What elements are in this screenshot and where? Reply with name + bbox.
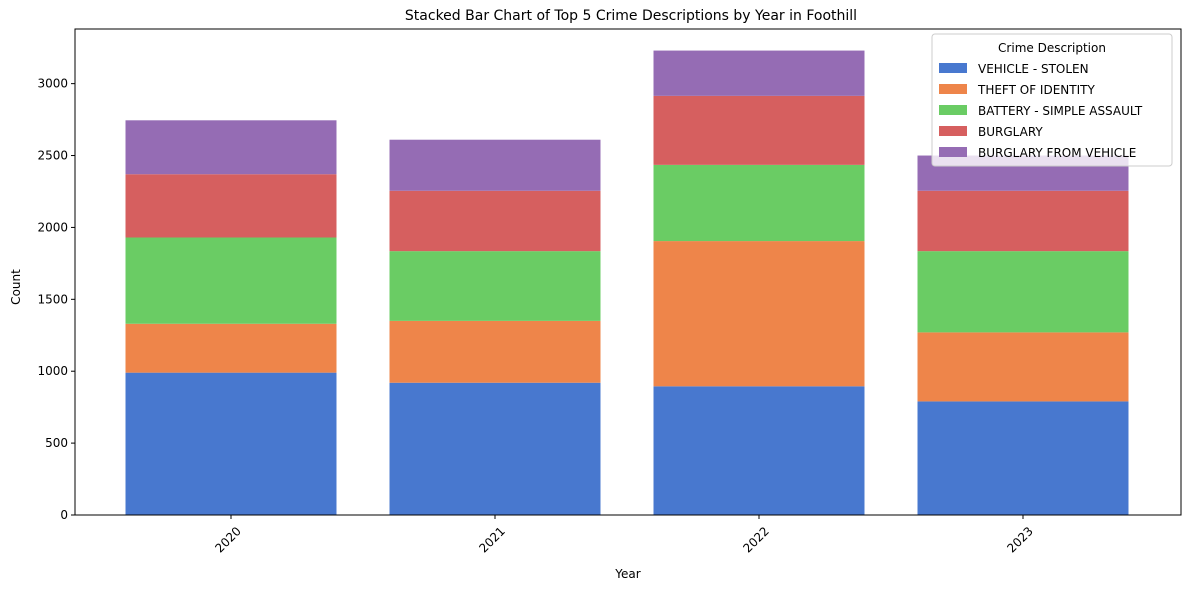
- y-tick-label: 2000: [37, 220, 68, 234]
- bar-2022-series-1: [653, 241, 865, 387]
- legend-frame: [931, 33, 1173, 167]
- legend-swatch: [939, 147, 967, 157]
- bar-2023-series-2: [917, 251, 1129, 333]
- y-tick-label: 1500: [37, 292, 68, 306]
- bar-2023-series-3: [917, 190, 1129, 252]
- legend-entry-label: BURGLARY FROM VEHICLE: [978, 146, 1136, 160]
- bar-2020-series-0: [125, 372, 337, 515]
- y-tick-label: 500: [45, 436, 68, 450]
- bar-2022-series-3: [653, 95, 865, 165]
- bar-2023-series-1: [917, 332, 1129, 402]
- bar-2021-series-1: [389, 320, 601, 383]
- legend-entry-label: VEHICLE - STOLEN: [978, 62, 1089, 76]
- x-tick-label: 2020: [212, 524, 243, 555]
- y-tick-label: 1000: [37, 364, 68, 378]
- legend-entry-label: BURGLARY: [978, 125, 1043, 139]
- bar-2020-series-2: [125, 237, 337, 324]
- plot-frame: [74, 28, 1182, 516]
- x-axis-label: Year: [614, 567, 640, 581]
- legend-swatch: [939, 63, 967, 73]
- bar-2021-series-3: [389, 190, 601, 252]
- bar-2022-series-0: [653, 386, 865, 515]
- y-tick-label: 2500: [37, 149, 68, 163]
- x-tick-label: 2022: [740, 524, 771, 555]
- bar-2020-series-3: [125, 174, 337, 238]
- bar-2021-series-4: [389, 139, 601, 191]
- bar-2020-series-4: [125, 120, 337, 175]
- bars-layer: [125, 50, 1129, 515]
- x-tick-label: 2021: [476, 524, 507, 555]
- legend-entry-label: BATTERY - SIMPLE ASSAULT: [978, 104, 1143, 118]
- chart-title: Stacked Bar Chart of Top 5 Crime Descrip…: [405, 8, 857, 24]
- legend-swatch: [939, 126, 967, 136]
- bar-2021-series-0: [389, 382, 601, 515]
- bar-2022-series-4: [653, 50, 865, 96]
- bar-2023-series-0: [917, 401, 1129, 515]
- bar-2021-series-2: [389, 251, 601, 321]
- legend-title: Crime Description: [998, 41, 1106, 55]
- y-tick-label: 0: [60, 508, 68, 522]
- legend-entry-label: THEFT OF IDENTITY: [977, 83, 1095, 97]
- legend-swatch: [939, 84, 967, 94]
- legend-swatch: [939, 105, 967, 115]
- x-tick-label: 2023: [1004, 524, 1035, 555]
- bar-2022-series-2: [653, 164, 865, 242]
- y-axis-label: Count: [9, 269, 23, 305]
- legend: Crime Description VEHICLE - STOLEN THEFT …: [931, 33, 1173, 167]
- bar-2020-series-1: [125, 323, 337, 373]
- y-tick-label: 3000: [37, 77, 68, 91]
